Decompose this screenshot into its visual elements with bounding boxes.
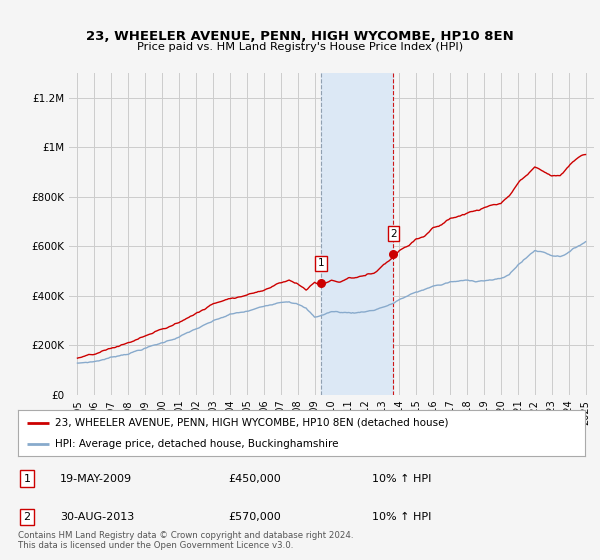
Text: 23, WHEELER AVENUE, PENN, HIGH WYCOMBE, HP10 8EN (detached house): 23, WHEELER AVENUE, PENN, HIGH WYCOMBE, … xyxy=(55,418,448,428)
Bar xyxy=(321,73,394,395)
Text: HPI: Average price, detached house, Buckinghamshire: HPI: Average price, detached house, Buck… xyxy=(55,439,338,449)
Text: 10% ↑ HPI: 10% ↑ HPI xyxy=(372,512,431,522)
Text: £450,000: £450,000 xyxy=(228,474,281,484)
Text: Contains HM Land Registry data © Crown copyright and database right 2024.
This d: Contains HM Land Registry data © Crown c… xyxy=(18,530,353,550)
Text: 1: 1 xyxy=(317,259,325,268)
Text: £570,000: £570,000 xyxy=(228,512,281,522)
Text: 2: 2 xyxy=(390,228,397,239)
Text: 2: 2 xyxy=(23,512,31,522)
Text: 10% ↑ HPI: 10% ↑ HPI xyxy=(372,474,431,484)
Text: Price paid vs. HM Land Registry's House Price Index (HPI): Price paid vs. HM Land Registry's House … xyxy=(137,42,463,52)
Text: 30-AUG-2013: 30-AUG-2013 xyxy=(60,512,134,522)
Point xyxy=(316,279,326,288)
Text: 1: 1 xyxy=(23,474,31,484)
Text: 23, WHEELER AVENUE, PENN, HIGH WYCOMBE, HP10 8EN: 23, WHEELER AVENUE, PENN, HIGH WYCOMBE, … xyxy=(86,30,514,43)
Text: 19-MAY-2009: 19-MAY-2009 xyxy=(60,474,132,484)
Point xyxy=(389,249,398,258)
